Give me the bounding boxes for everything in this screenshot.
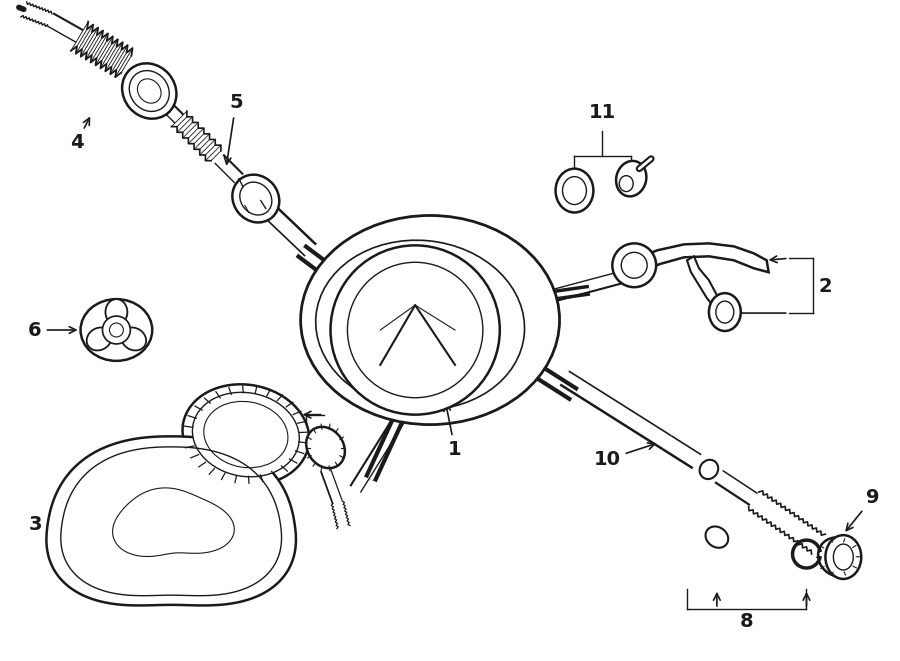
Text: 2: 2 (818, 277, 832, 295)
Ellipse shape (699, 460, 718, 479)
Text: 4: 4 (70, 118, 89, 152)
Ellipse shape (619, 176, 634, 192)
Ellipse shape (709, 293, 741, 331)
Polygon shape (637, 243, 769, 272)
Ellipse shape (203, 401, 288, 468)
Polygon shape (687, 256, 729, 315)
Ellipse shape (193, 393, 300, 477)
Circle shape (330, 245, 500, 414)
Ellipse shape (706, 526, 728, 548)
Ellipse shape (232, 175, 279, 223)
Polygon shape (47, 436, 296, 605)
Ellipse shape (301, 215, 560, 424)
Ellipse shape (818, 537, 859, 576)
Text: 6: 6 (28, 321, 76, 340)
Text: 9: 9 (846, 488, 880, 531)
Ellipse shape (86, 327, 112, 350)
Text: 5: 5 (224, 93, 243, 164)
Text: 11: 11 (589, 103, 616, 122)
Text: 8: 8 (740, 611, 753, 631)
Circle shape (103, 316, 130, 344)
Ellipse shape (105, 299, 128, 325)
Text: 3: 3 (28, 515, 79, 533)
Ellipse shape (616, 161, 646, 196)
Ellipse shape (122, 327, 146, 350)
Ellipse shape (122, 63, 176, 119)
Circle shape (612, 243, 656, 287)
Text: 1: 1 (444, 405, 462, 459)
Ellipse shape (555, 169, 593, 212)
Ellipse shape (183, 384, 310, 485)
Ellipse shape (825, 535, 861, 579)
Text: 7: 7 (281, 421, 294, 440)
Ellipse shape (316, 240, 525, 410)
Ellipse shape (306, 427, 345, 468)
Ellipse shape (81, 299, 152, 361)
Text: 10: 10 (594, 443, 654, 469)
